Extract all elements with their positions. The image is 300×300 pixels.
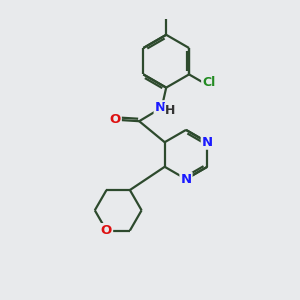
Text: H: H <box>165 103 175 117</box>
Text: O: O <box>110 113 121 126</box>
Text: N: N <box>154 101 166 114</box>
Text: N: N <box>180 172 192 186</box>
Text: O: O <box>101 224 112 237</box>
Text: N: N <box>202 136 213 149</box>
Text: Cl: Cl <box>202 76 215 89</box>
